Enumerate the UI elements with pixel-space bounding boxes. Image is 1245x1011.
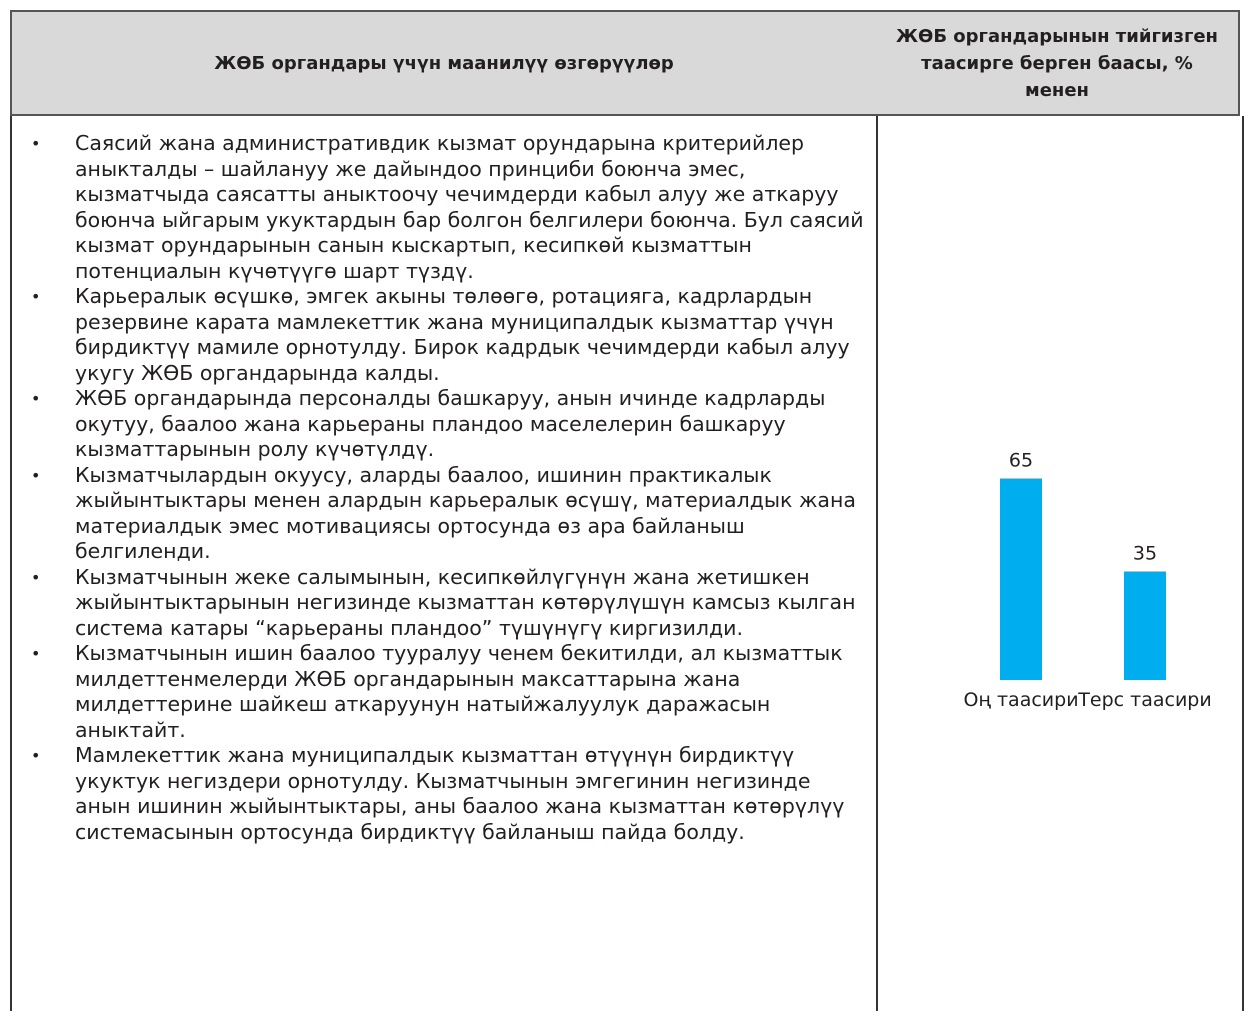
- bullet-list: Саясий жана административдик кызмат орун…: [12, 116, 878, 845]
- value-label: 35: [1133, 543, 1157, 565]
- header-cell: ЖӨБ органдары үчүн маанилүү өзгөрүүлөр: [10, 10, 878, 116]
- category-label: Терс таасири: [1077, 689, 1211, 711]
- bullet-item: Кызматчылардын окуусу, аларды баалоо, иш…: [31, 463, 868, 565]
- bar: [1124, 571, 1166, 680]
- value-label: 65: [1009, 450, 1033, 472]
- chart-cell: 65 Оң таасири 35 Терс таасири: [876, 116, 1244, 1011]
- bar: [1000, 478, 1042, 680]
- chart: 65 Оң таасири 35 Терс таасири: [963, 450, 1211, 712]
- bullet-item: ЖӨБ органдарында персоналды башкаруу, ан…: [31, 386, 868, 463]
- bullet-item: Мамлекеттик жана муниципалдык кызматтан …: [31, 743, 868, 845]
- header-text: ЖӨБ органдары үчүн маанилүү өзгөрүүлөр: [214, 52, 674, 74]
- bullet-item: Кызматчынын жеке салымынын, кесипкөйлүгү…: [31, 565, 868, 642]
- header-text: ЖӨБ органдарынын тийгизген таасирге берг…: [895, 25, 1218, 101]
- bullet-item: Кызматчынын ишин баалоо тууралуу ченем б…: [31, 641, 868, 743]
- category-label: Оң таасири: [963, 689, 1078, 711]
- bullet-item: Карьералык өсүшкө, эмгек акыны төлөөгө, …: [31, 284, 868, 386]
- header-cell: ЖӨБ органдарынын тийгизген таасирге берг…: [876, 10, 1240, 116]
- text-cell: Саясий жана административдик кызмат орун…: [10, 116, 878, 1011]
- bullet-item: Саясий жана административдик кызмат орун…: [31, 131, 868, 284]
